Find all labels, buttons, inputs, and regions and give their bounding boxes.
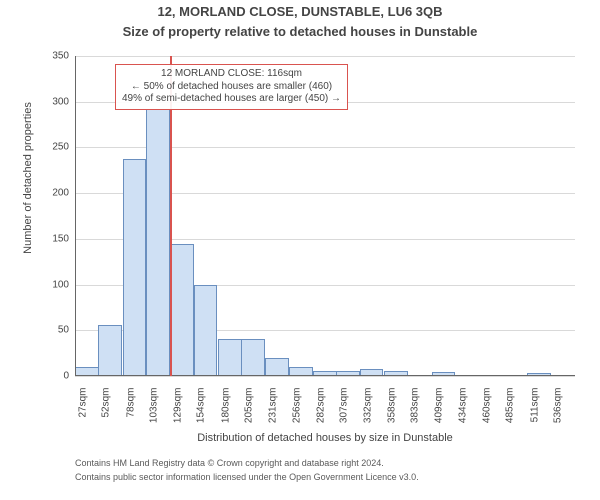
- histogram-bar: [218, 339, 242, 376]
- histogram-plot-area: 05010015020025030035027sqm52sqm78sqm103s…: [75, 56, 575, 376]
- y-tick-label: 100: [52, 279, 75, 290]
- footer-line-1: Contains HM Land Registry data © Crown c…: [75, 458, 384, 468]
- histogram-bar: [194, 285, 218, 376]
- callout-line-2: ← 50% of detached houses are smaller (46…: [122, 81, 341, 94]
- y-axis-line: [75, 56, 76, 376]
- histogram-bar: [146, 109, 170, 376]
- footer-line-2: Contains public sector information licen…: [75, 472, 419, 482]
- y-tick-label: 250: [52, 142, 75, 153]
- page-title-address: 12, MORLAND CLOSE, DUNSTABLE, LU6 3QB: [0, 4, 600, 19]
- y-tick-label: 0: [63, 371, 75, 382]
- histogram-bar: [170, 244, 194, 376]
- callout-line-1: 12 MORLAND CLOSE: 116sqm: [122, 68, 341, 81]
- histogram-bar: [123, 159, 147, 376]
- y-tick-label: 200: [52, 188, 75, 199]
- y-tick-label: 300: [52, 96, 75, 107]
- x-axis-line: [75, 375, 575, 376]
- histogram-bar: [98, 325, 122, 376]
- y-tick-label: 150: [52, 233, 75, 244]
- callout-line-3: 49% of semi-detached houses are larger (…: [122, 93, 341, 106]
- y-tick-label: 350: [52, 51, 75, 62]
- y-tick-label: 50: [58, 325, 75, 336]
- page-title-subtitle: Size of property relative to detached ho…: [0, 24, 600, 39]
- histogram-bar: [241, 339, 265, 376]
- x-axis-label: Distribution of detached houses by size …: [75, 432, 575, 444]
- grid-line: [75, 376, 575, 377]
- histogram-bar: [265, 358, 289, 376]
- property-callout: 12 MORLAND CLOSE: 116sqm← 50% of detache…: [115, 64, 348, 110]
- grid-line: [75, 56, 575, 57]
- y-axis-label: Number of detached properties: [22, 50, 34, 306]
